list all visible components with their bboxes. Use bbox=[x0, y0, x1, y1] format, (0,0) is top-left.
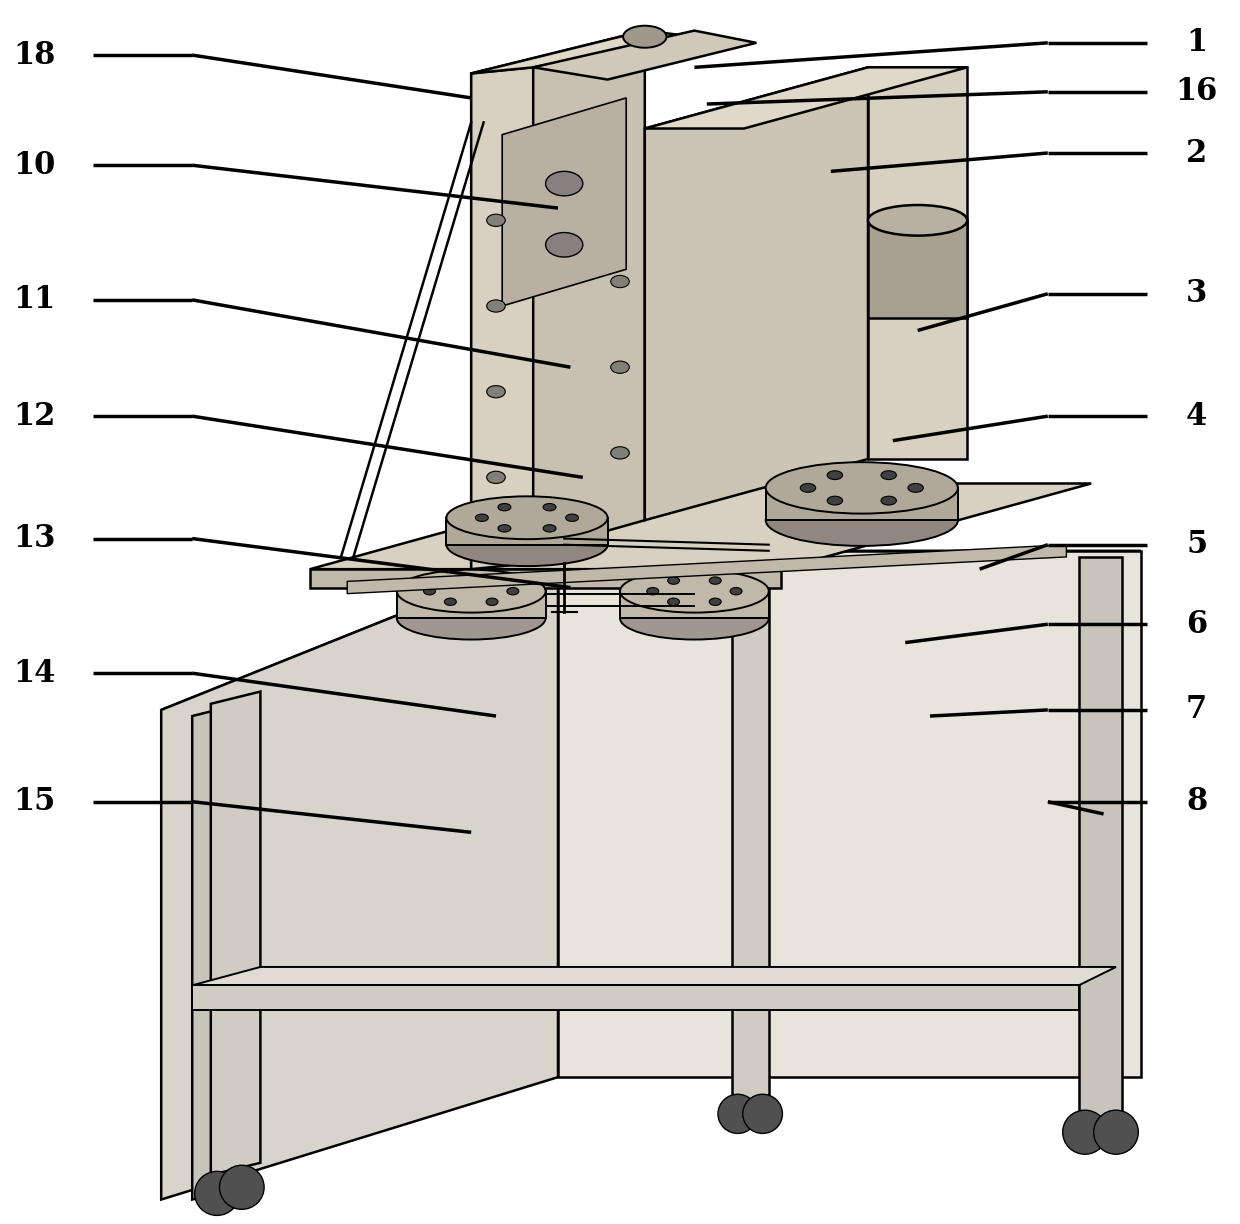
Ellipse shape bbox=[880, 471, 897, 480]
Polygon shape bbox=[192, 985, 1079, 1010]
Polygon shape bbox=[732, 557, 769, 1126]
Polygon shape bbox=[471, 31, 645, 569]
Ellipse shape bbox=[908, 483, 924, 492]
Ellipse shape bbox=[546, 171, 583, 196]
Text: 3: 3 bbox=[1185, 278, 1208, 310]
Polygon shape bbox=[192, 967, 1116, 985]
Polygon shape bbox=[620, 591, 769, 618]
Ellipse shape bbox=[667, 599, 680, 606]
Text: 8: 8 bbox=[1185, 786, 1208, 818]
Ellipse shape bbox=[486, 471, 506, 483]
Circle shape bbox=[195, 1171, 239, 1215]
Polygon shape bbox=[502, 98, 626, 306]
Ellipse shape bbox=[486, 599, 498, 606]
Polygon shape bbox=[868, 220, 967, 318]
Polygon shape bbox=[310, 483, 1091, 569]
Polygon shape bbox=[471, 67, 533, 569]
Ellipse shape bbox=[730, 588, 742, 595]
Ellipse shape bbox=[565, 514, 579, 521]
Polygon shape bbox=[347, 545, 1066, 594]
Text: 13: 13 bbox=[14, 523, 56, 554]
Polygon shape bbox=[397, 591, 546, 618]
Text: 11: 11 bbox=[14, 284, 56, 316]
Ellipse shape bbox=[475, 514, 489, 521]
Text: 2: 2 bbox=[1185, 137, 1208, 169]
Ellipse shape bbox=[543, 503, 556, 510]
Ellipse shape bbox=[486, 386, 506, 398]
Ellipse shape bbox=[543, 525, 556, 532]
Ellipse shape bbox=[486, 577, 498, 584]
Text: 15: 15 bbox=[14, 786, 56, 818]
Ellipse shape bbox=[611, 447, 629, 459]
Text: 12: 12 bbox=[14, 400, 56, 432]
Text: 5: 5 bbox=[1185, 529, 1208, 561]
Ellipse shape bbox=[868, 206, 967, 236]
Ellipse shape bbox=[486, 214, 506, 226]
Ellipse shape bbox=[446, 497, 608, 539]
Circle shape bbox=[1063, 1110, 1107, 1154]
Ellipse shape bbox=[827, 471, 843, 480]
Polygon shape bbox=[645, 67, 868, 520]
Text: 16: 16 bbox=[1176, 76, 1218, 108]
Polygon shape bbox=[558, 551, 1141, 1077]
Circle shape bbox=[1094, 1110, 1138, 1154]
Text: 18: 18 bbox=[14, 39, 56, 71]
Polygon shape bbox=[533, 31, 756, 80]
Ellipse shape bbox=[446, 524, 608, 565]
Ellipse shape bbox=[667, 577, 680, 584]
Ellipse shape bbox=[620, 597, 769, 640]
Ellipse shape bbox=[647, 588, 658, 595]
Ellipse shape bbox=[424, 588, 435, 595]
Ellipse shape bbox=[611, 361, 629, 373]
Polygon shape bbox=[161, 551, 558, 1200]
Polygon shape bbox=[868, 67, 967, 459]
Ellipse shape bbox=[880, 496, 897, 506]
Ellipse shape bbox=[765, 494, 957, 546]
Polygon shape bbox=[192, 704, 242, 1200]
Ellipse shape bbox=[546, 233, 583, 257]
Text: 14: 14 bbox=[14, 657, 56, 689]
Text: 1: 1 bbox=[1185, 27, 1208, 59]
Ellipse shape bbox=[397, 597, 546, 640]
Text: 7: 7 bbox=[1185, 694, 1208, 726]
Polygon shape bbox=[1079, 557, 1122, 1138]
Text: 4: 4 bbox=[1185, 400, 1208, 432]
Polygon shape bbox=[310, 569, 781, 588]
Ellipse shape bbox=[800, 483, 816, 492]
Ellipse shape bbox=[827, 496, 842, 506]
Circle shape bbox=[219, 1165, 264, 1209]
Ellipse shape bbox=[611, 275, 629, 288]
Ellipse shape bbox=[507, 588, 518, 595]
Ellipse shape bbox=[498, 525, 511, 532]
Polygon shape bbox=[446, 518, 608, 545]
Circle shape bbox=[743, 1094, 782, 1133]
Ellipse shape bbox=[486, 300, 506, 312]
Text: 6: 6 bbox=[1185, 608, 1208, 640]
Ellipse shape bbox=[622, 26, 667, 48]
Ellipse shape bbox=[709, 599, 722, 606]
Polygon shape bbox=[211, 692, 260, 1175]
Ellipse shape bbox=[709, 577, 722, 584]
Ellipse shape bbox=[498, 503, 511, 510]
Polygon shape bbox=[765, 488, 957, 520]
Text: 10: 10 bbox=[14, 149, 56, 181]
Circle shape bbox=[718, 1094, 758, 1133]
Polygon shape bbox=[645, 67, 967, 129]
Ellipse shape bbox=[620, 570, 769, 613]
Ellipse shape bbox=[765, 463, 957, 514]
Polygon shape bbox=[471, 31, 694, 73]
Ellipse shape bbox=[397, 570, 546, 613]
Polygon shape bbox=[161, 551, 1141, 710]
Ellipse shape bbox=[444, 599, 456, 606]
Ellipse shape bbox=[444, 577, 456, 584]
